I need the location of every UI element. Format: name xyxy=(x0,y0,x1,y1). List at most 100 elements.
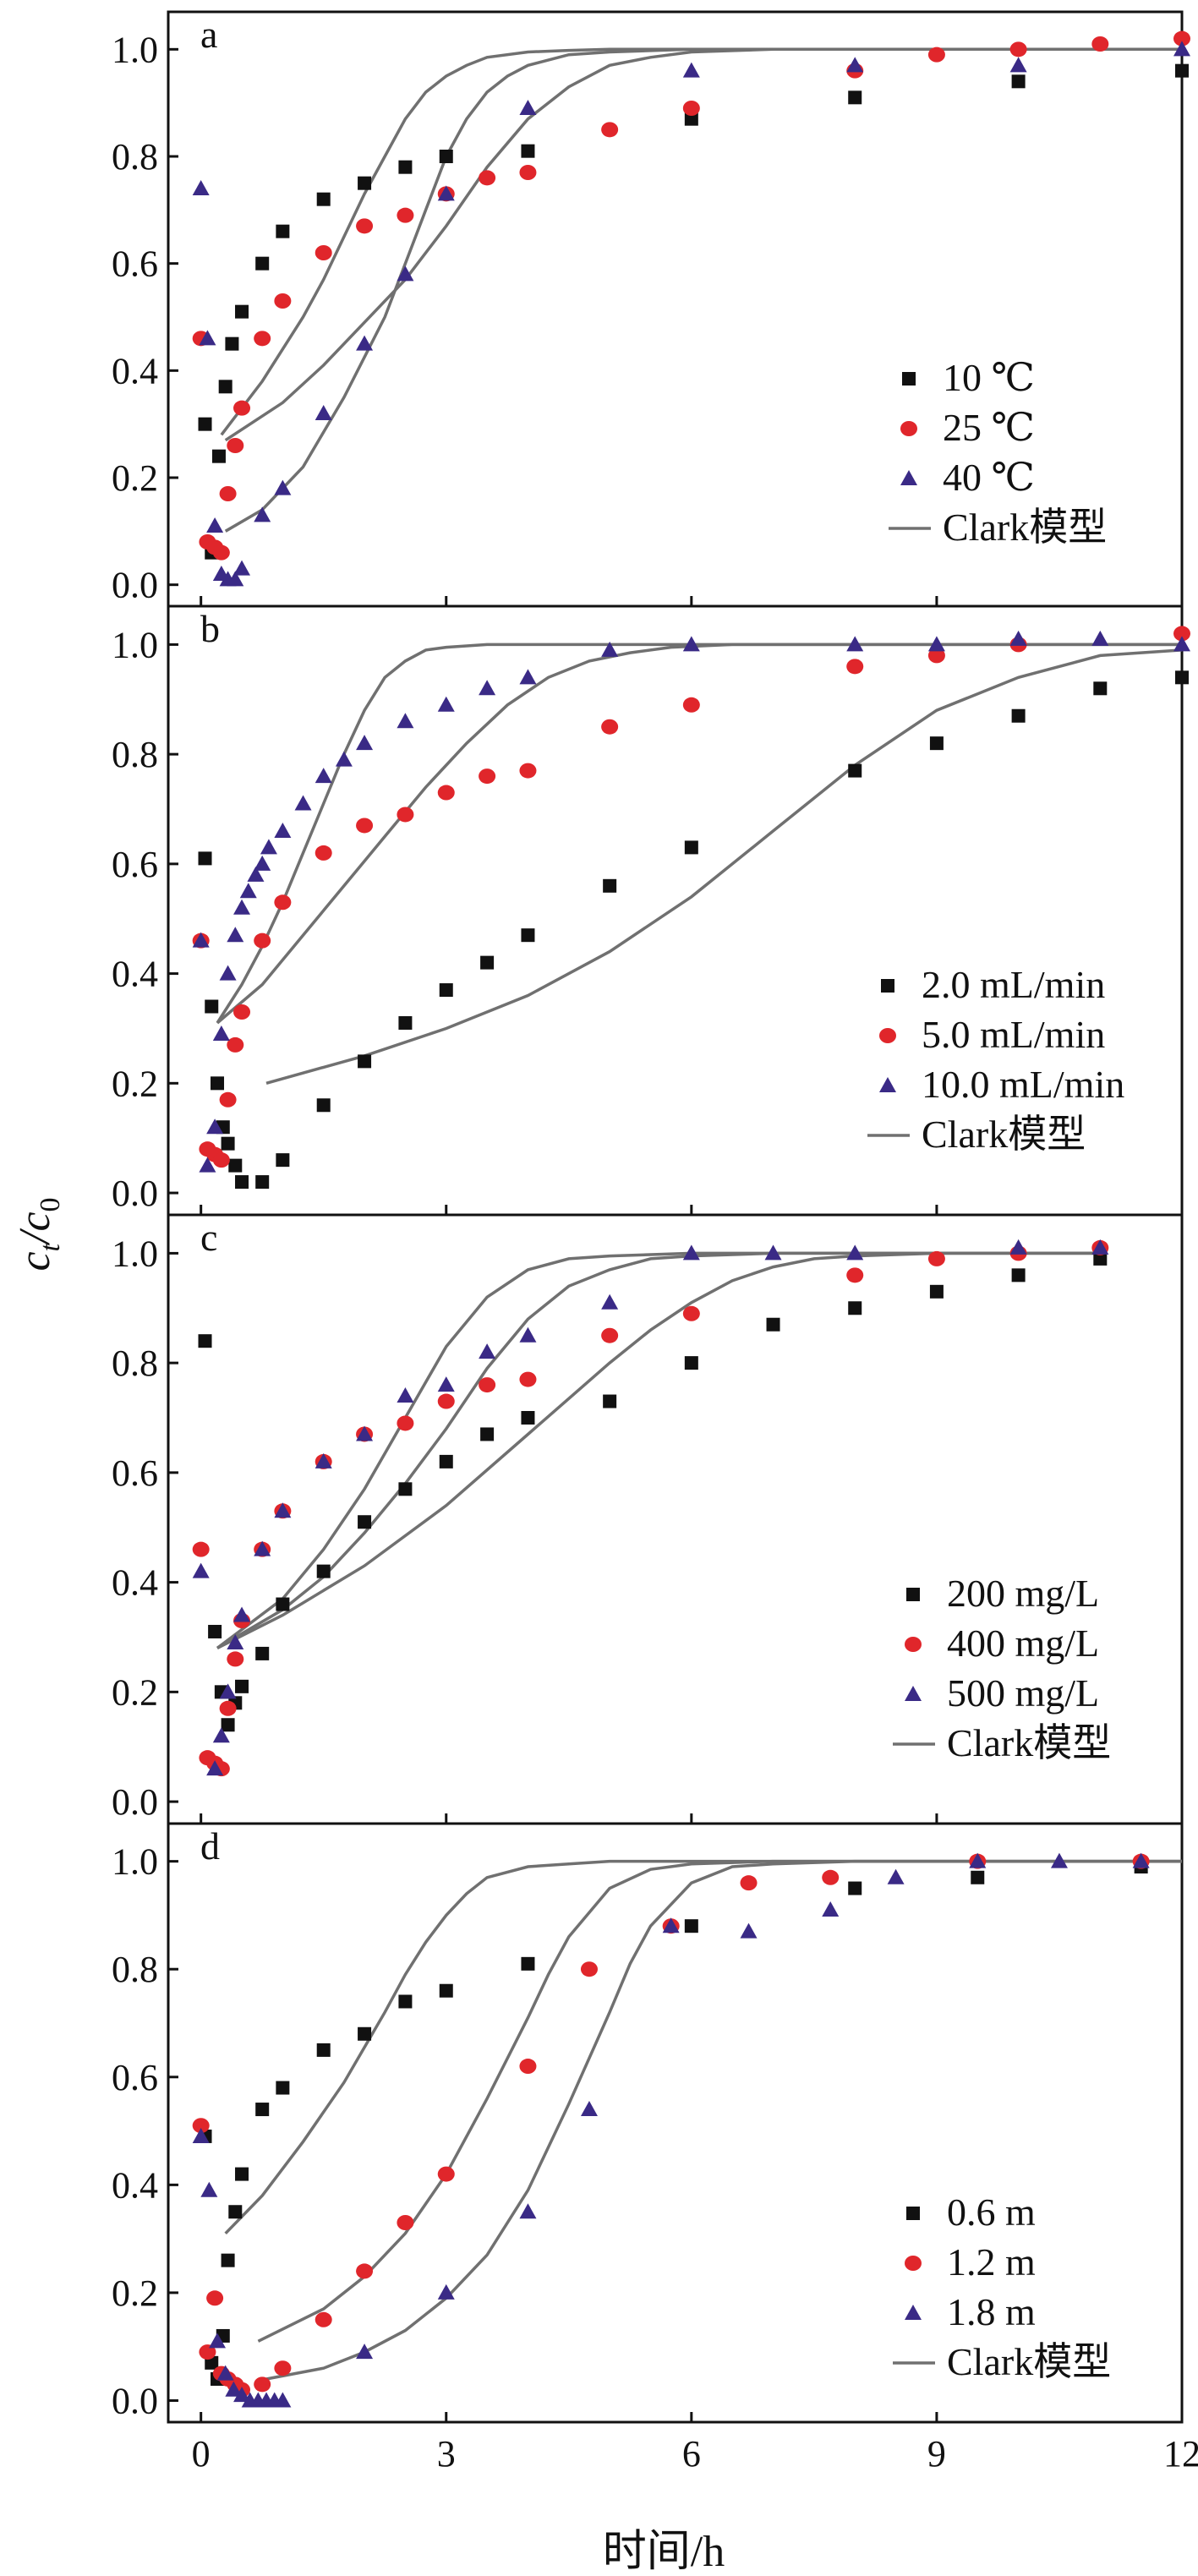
data-point xyxy=(439,1454,453,1468)
data-point xyxy=(227,927,244,943)
data-point xyxy=(519,763,537,779)
data-point xyxy=(519,2203,537,2219)
panel-letter: c xyxy=(200,1216,217,1259)
legend: 0.6 m 1.2 m 1.8 m Clark模型 xyxy=(893,2190,1111,2383)
legend-marker xyxy=(906,2207,920,2220)
series-1 xyxy=(198,1860,1148,2386)
series-1 xyxy=(198,670,1189,1190)
data-point xyxy=(1091,630,1109,646)
data-point xyxy=(335,751,353,767)
data-point xyxy=(479,680,496,696)
legend-marker xyxy=(879,1028,896,1043)
data-point xyxy=(1175,63,1189,78)
data-point xyxy=(233,400,251,416)
data-point xyxy=(233,560,251,576)
data-point xyxy=(682,697,700,713)
series-1 xyxy=(198,63,1189,560)
data-point xyxy=(439,150,453,163)
data-point xyxy=(846,1267,864,1283)
clark-model-curve xyxy=(220,47,1182,436)
y-tick-label: 0.6 xyxy=(112,1452,158,1494)
x-tick-label: 0 xyxy=(192,2433,211,2475)
data-point xyxy=(356,2263,374,2279)
data-point xyxy=(822,1869,840,1885)
data-point xyxy=(198,417,212,431)
panel-letter: d xyxy=(200,1824,220,1868)
y-tick-label: 1.0 xyxy=(112,1841,158,1883)
y-tick-label: 0.6 xyxy=(112,2057,158,2098)
data-point xyxy=(198,1334,212,1348)
data-point xyxy=(601,1293,619,1310)
series-2 xyxy=(192,1853,1150,2398)
data-point xyxy=(846,1244,864,1261)
x-tick-label: 3 xyxy=(437,2433,456,2475)
y-tick-label: 0.8 xyxy=(112,1343,158,1384)
y-tick-label: 0.2 xyxy=(112,2272,158,2314)
data-point xyxy=(1009,57,1027,73)
data-point xyxy=(276,1153,290,1168)
data-point xyxy=(212,1727,230,1743)
data-point xyxy=(437,1376,455,1392)
data-point xyxy=(199,2344,216,2360)
legend-marker xyxy=(900,470,917,485)
legend-entry: 0.6 m xyxy=(947,2190,1036,2234)
data-point xyxy=(682,1244,700,1261)
data-point xyxy=(398,160,413,174)
data-point xyxy=(227,1036,244,1053)
data-point xyxy=(846,659,864,675)
data-point xyxy=(519,1371,537,1387)
data-point xyxy=(200,2181,218,2197)
data-point xyxy=(397,1415,414,1431)
legend-marker xyxy=(879,1077,896,1092)
legend-entry: 500 mg/L xyxy=(947,1671,1099,1715)
data-point xyxy=(192,1541,210,1557)
data-point xyxy=(1011,1268,1026,1283)
data-point xyxy=(239,883,257,899)
data-point xyxy=(439,1983,453,1998)
data-point xyxy=(316,192,331,206)
x-tick-label: 9 xyxy=(927,2433,946,2475)
data-point xyxy=(254,506,271,522)
data-point xyxy=(233,1606,251,1622)
data-point xyxy=(235,1175,249,1190)
y-tick-label: 0.0 xyxy=(112,565,158,606)
series-3 xyxy=(192,1239,1109,1776)
data-point xyxy=(848,1301,862,1315)
data-point xyxy=(192,2127,210,2143)
data-point xyxy=(846,636,864,652)
data-point xyxy=(521,928,535,943)
data-point xyxy=(580,1961,598,1977)
data-point xyxy=(209,2333,227,2349)
legend-marker xyxy=(905,2305,922,2320)
legend-entry: 5.0 mL/min xyxy=(922,1013,1105,1056)
data-point xyxy=(682,636,700,652)
clark-model-curve xyxy=(224,47,1182,533)
plot-frame xyxy=(167,1822,1184,2424)
series-3 xyxy=(192,1852,1150,2408)
y-tick-label: 0.0 xyxy=(112,2380,158,2421)
data-point xyxy=(971,1870,985,1884)
legend-entry: Clark模型 xyxy=(947,2340,1111,2383)
data-point xyxy=(358,176,372,190)
data-point xyxy=(397,265,414,282)
data-point xyxy=(1175,670,1189,685)
y-tick-label: 0.6 xyxy=(112,844,158,885)
data-point xyxy=(480,955,495,970)
panel-a: 0.0 0.2 0.4 0.6 0.8 1.0 a 10 ℃ 25 ℃ 40 ℃ Clark模型 xyxy=(112,10,1190,608)
data-point xyxy=(682,101,700,116)
data-point xyxy=(255,256,270,271)
data-point xyxy=(227,1633,244,1649)
data-point xyxy=(684,1356,698,1370)
legend-marker xyxy=(900,421,917,436)
clark-model-curve xyxy=(257,1859,1182,2343)
data-point xyxy=(662,1917,680,1933)
data-point xyxy=(580,2101,598,2117)
legend-entry: 10.0 mL/min xyxy=(922,1063,1124,1106)
data-point xyxy=(1093,1251,1108,1266)
data-point xyxy=(274,293,292,309)
data-point xyxy=(437,696,455,712)
data-point xyxy=(479,768,496,785)
data-point xyxy=(1009,1239,1027,1255)
y-tick-label: 0.8 xyxy=(112,734,158,775)
data-point xyxy=(260,839,277,855)
